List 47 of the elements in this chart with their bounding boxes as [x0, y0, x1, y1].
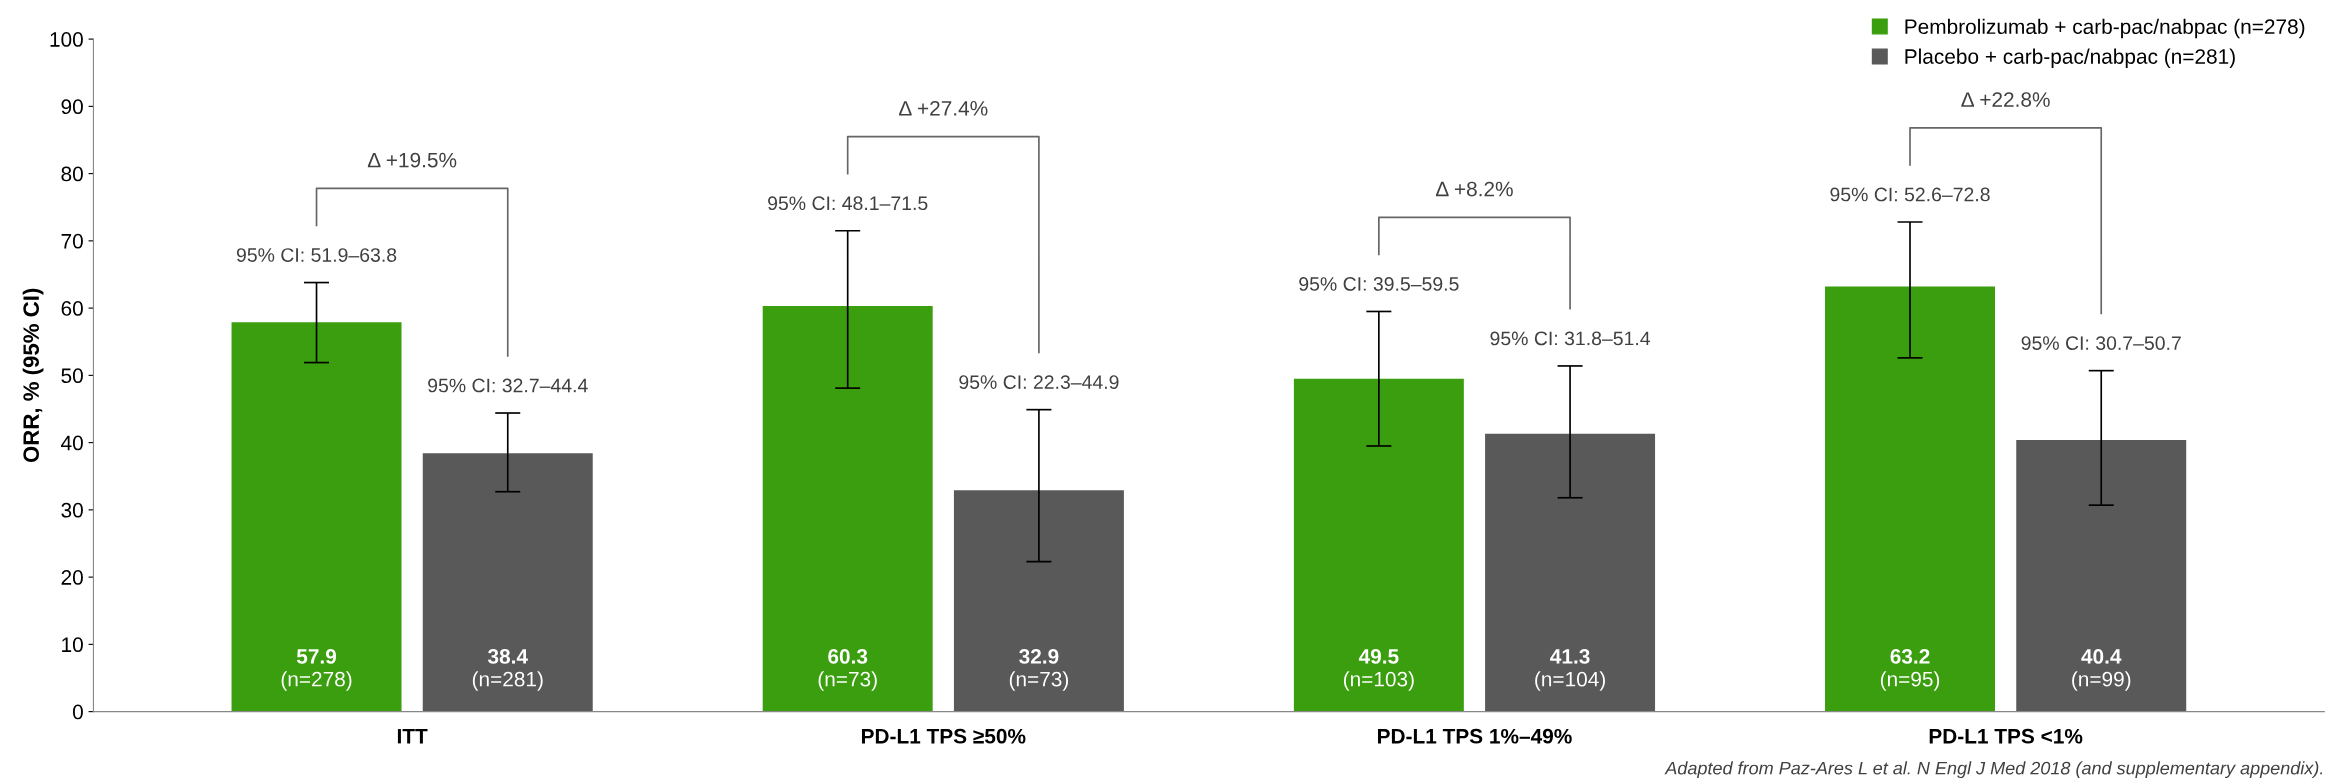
x-tick-label: PD-L1 TPS <1% [1929, 728, 2083, 744]
y-tick-label: 20 [61, 570, 83, 585]
y-axis-title: ORR, % (95% CI) [22, 288, 44, 463]
bar [1825, 286, 1995, 712]
annotation: 95% CI: 39.5–59.5 [1299, 277, 1459, 291]
data-label: 63.2 (n=95) [1880, 649, 1940, 691]
annotation: 95% CI: 48.1–71.5 [768, 196, 928, 211]
x-tick-label: PD-L1 TPS ≥50% [861, 728, 1026, 744]
y-tick-label: 70 [61, 233, 83, 249]
bar [762, 306, 933, 712]
data-label: 40.4 (n=99) [2072, 649, 2131, 691]
data-label: 38.4 (n=281) [472, 649, 543, 691]
bar [1485, 433, 1656, 712]
annotation: 95% CI: 31.8–51.4 [1490, 331, 1651, 346]
annotation: 95% CI: 51.9–63.8 [236, 248, 397, 262]
x-tick-label: ITT [397, 729, 428, 744]
annotation: 95% CI: 52.6–72.8 [1830, 187, 1990, 202]
annotation: 95% CI: 22.3–44.9 [959, 375, 1119, 389]
annotation: Δ +8.2% [1435, 181, 1513, 197]
bar [2016, 439, 2187, 712]
y-tick-label: 50 [61, 368, 83, 384]
legend-label: Pembrolizumab + carb-pac/nabpac (n=278) [1905, 18, 2305, 39]
data-label: 32.9 (n=73) [1009, 649, 1069, 691]
annotation: Δ +27.4% [899, 100, 988, 116]
bar [422, 453, 593, 712]
data-label: 41.3 (n=104) [1535, 649, 1605, 691]
y-tick-label: 10 [62, 637, 83, 653]
data-label: 60.3 (n=73) [818, 649, 877, 691]
y-tick-label: 80 [61, 166, 83, 182]
bar [231, 322, 402, 712]
bar [953, 490, 1124, 712]
y-tick-label: 100 [50, 32, 83, 47]
annotation: 95% CI: 32.7–44.4 [428, 378, 588, 393]
data-label: 49.5 (n=103) [1343, 649, 1414, 691]
y-tick-label: 0 [72, 704, 83, 720]
data-label: 57.9 (n=278) [281, 649, 352, 691]
x-tick-label: PD-L1 TPS 1%–49% [1378, 728, 1572, 744]
y-tick-label: 60 [61, 301, 83, 316]
annotation: Δ +19.5% [367, 152, 457, 168]
y-tick-label: 90 [61, 99, 83, 115]
legend-label: Placebo + carb-pac/nabpac (n=281) [1905, 48, 2235, 69]
y-tick-label: 40 [61, 435, 83, 451]
text: Adapted from Paz-Ares L et al. N Engl J Med 2018 (and supplementary appendix). [1664, 761, 2323, 779]
bar [1293, 378, 1464, 712]
y-tick-label: 30 [61, 502, 83, 518]
annotation: Δ +22.8% [1961, 92, 2050, 107]
annotation: 95% CI: 30.7–50.7 [2021, 336, 2181, 350]
